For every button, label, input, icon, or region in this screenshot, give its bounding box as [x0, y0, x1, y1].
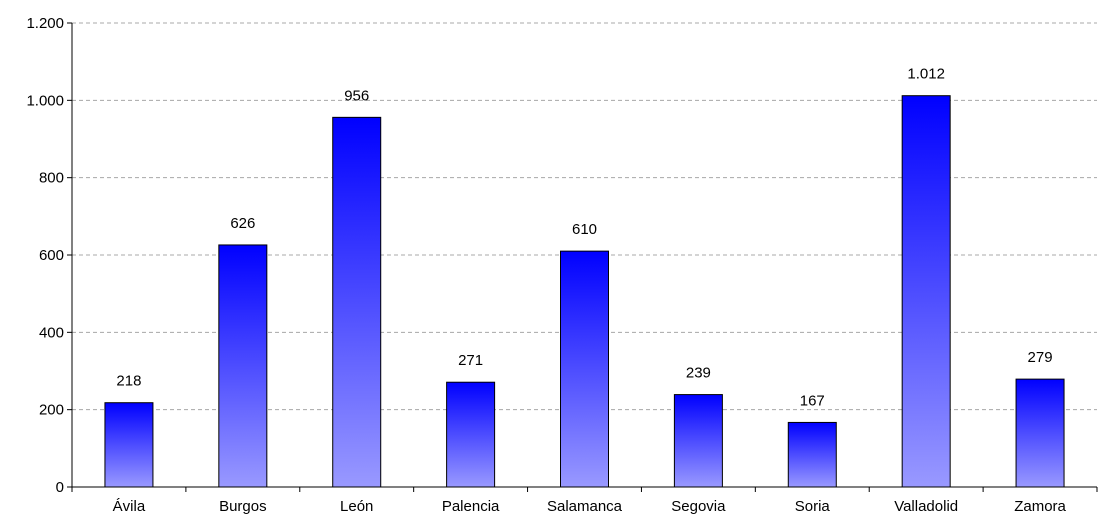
x-category-label: León [340, 498, 373, 515]
bars [104, 95, 1065, 488]
data-label: 1.012 [907, 66, 945, 83]
y-tick-label: 1.000 [26, 92, 64, 109]
data-label: 610 [572, 221, 597, 238]
x-category-label: Ávila [113, 498, 146, 515]
y-tick-label: 600 [39, 247, 64, 264]
bar [673, 394, 723, 488]
axes [67, 22, 1098, 492]
bar [1015, 378, 1065, 488]
y-tick-label: 1.200 [26, 15, 64, 32]
labels: 0 200 400 600 800 1.000 1.200 218 Ávila 626 Burgos… [26, 15, 1066, 515]
x-category-label: Soria [795, 498, 831, 515]
x-category-label: Zamora [1014, 498, 1066, 515]
x-category-label: Valladolid [894, 498, 958, 515]
x-category-label: Burgos [219, 498, 267, 515]
y-tick-label: 200 [39, 402, 64, 419]
data-label: 626 [230, 215, 255, 232]
data-label: 279 [1028, 349, 1053, 366]
x-category-label: Palencia [442, 498, 500, 515]
data-label: 218 [116, 373, 141, 390]
bar [332, 116, 382, 488]
data-label: 167 [800, 392, 825, 409]
y-tick-label: 800 [39, 170, 64, 187]
data-label: 956 [344, 87, 369, 104]
y-tick-label: 400 [39, 324, 64, 341]
bar [218, 244, 268, 488]
data-label: 239 [686, 365, 711, 382]
bar [446, 381, 496, 488]
bar [787, 421, 837, 488]
x-category-label: Salamanca [547, 498, 623, 515]
bar [901, 95, 951, 488]
data-label: 271 [458, 352, 483, 369]
bar [104, 402, 154, 488]
y-tick-label: 0 [56, 479, 64, 496]
x-category-label: Segovia [671, 498, 726, 515]
bar [560, 250, 609, 488]
